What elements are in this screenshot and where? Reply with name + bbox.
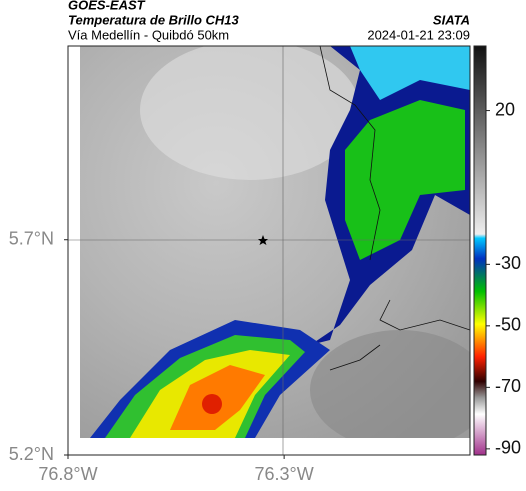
satellite-image — [80, 46, 470, 438]
colorbar — [473, 45, 487, 456]
subtitle: Temperatura de Brillo CH13 — [68, 12, 240, 27]
route: Vía Medellín - Quibdó 50km — [68, 27, 229, 42]
colorbar-tick-label: -30 — [495, 253, 521, 273]
map-frame — [67, 45, 471, 456]
source: SIATA — [433, 12, 470, 27]
timestamp: 2024-01-21 23:09 — [367, 27, 470, 42]
colorbar-tick-label: -50 — [495, 315, 521, 335]
colorbar-tick-label: -90 — [495, 438, 521, 458]
axes: 5.7°N 5.2°N76.8°W 76.3°W 20 -30 -50 -70 -90 — [9, 99, 521, 483]
location-marker — [258, 235, 268, 245]
y-tick-label: 5.2°N — [9, 444, 54, 464]
colorbar-tick-label: 20 — [495, 99, 515, 119]
x-tick-label: 76.3°W — [255, 464, 314, 484]
title: GOES-EAST — [68, 0, 146, 12]
y-tick-label: 5.7°N — [9, 228, 54, 248]
colorbar-tick-label: -70 — [495, 376, 521, 396]
x-tick-label: 76.8°W — [38, 464, 97, 484]
